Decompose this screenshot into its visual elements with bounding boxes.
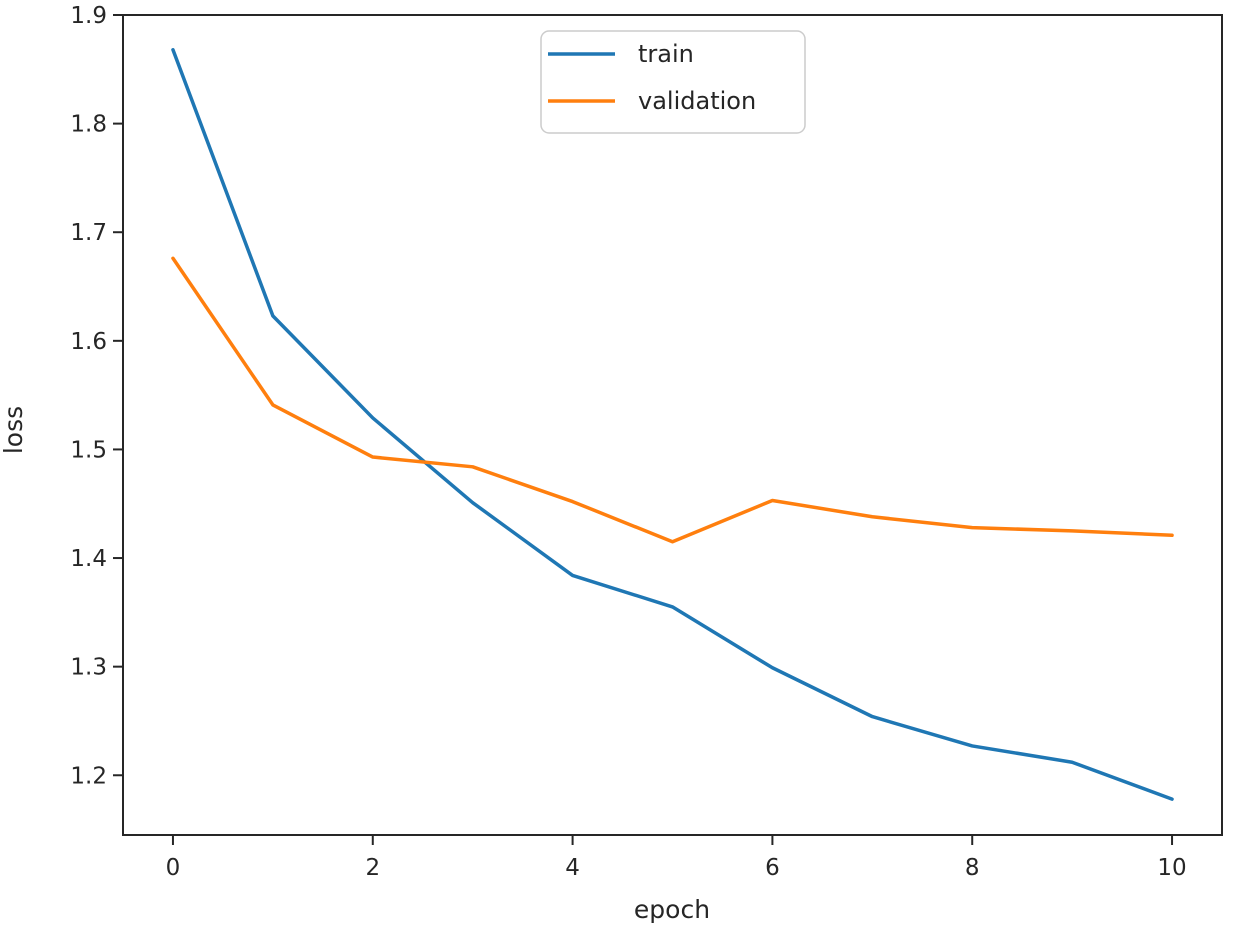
legend-label-train: train bbox=[638, 40, 694, 68]
y-tick-label: 1.3 bbox=[70, 655, 107, 681]
series-layer bbox=[171, 48, 1174, 801]
x-tick-label: 6 bbox=[765, 855, 780, 881]
y-tick-label: 1.7 bbox=[70, 220, 107, 246]
x-tick-label: 10 bbox=[1157, 855, 1186, 881]
x-axis-label: epoch bbox=[634, 895, 710, 924]
y-axis-label: loss bbox=[0, 406, 28, 454]
y-tick-label: 1.2 bbox=[70, 763, 107, 789]
validation-line bbox=[171, 256, 1174, 544]
y-tick-label: 1.8 bbox=[70, 112, 107, 138]
y-tick-label: 1.5 bbox=[70, 437, 107, 463]
train-line bbox=[171, 48, 1174, 801]
x-tick-label: 2 bbox=[365, 855, 380, 881]
plot-spines bbox=[122, 14, 1223, 836]
x-tick-label: 8 bbox=[965, 855, 980, 881]
y-tick-label: 1.4 bbox=[70, 546, 107, 572]
legend-label-validation: validation bbox=[638, 87, 756, 115]
x-tick-label: 0 bbox=[166, 855, 181, 881]
legend-box bbox=[540, 30, 806, 134]
axes-layer: 0 2 4 6 8 10 1.2 1.3 1.4 1.5 1.6 1.7 1.8 1.9 bbox=[70, 3, 1223, 881]
y-tick-label: 1.6 bbox=[70, 329, 107, 355]
legend: train validation bbox=[540, 30, 806, 134]
x-tick-label: 4 bbox=[565, 855, 580, 881]
y-tick-label: 1.9 bbox=[70, 3, 107, 29]
